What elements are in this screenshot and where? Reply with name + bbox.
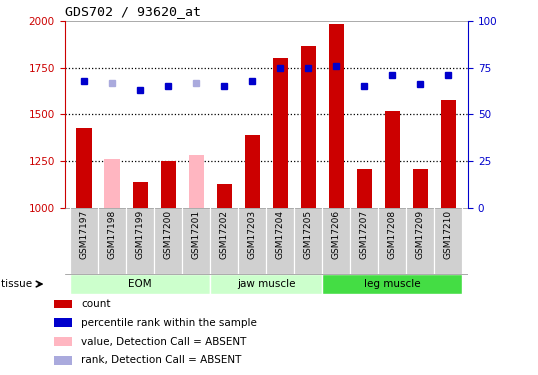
Text: GSM17197: GSM17197 bbox=[80, 210, 89, 260]
Bar bbox=[266, 208, 294, 274]
Text: GSM17202: GSM17202 bbox=[220, 210, 229, 259]
Bar bbox=[54, 356, 72, 364]
Text: jaw muscle: jaw muscle bbox=[237, 279, 295, 289]
Bar bbox=[182, 208, 210, 274]
Bar bbox=[98, 208, 126, 274]
Bar bbox=[238, 208, 266, 274]
Text: GSM17201: GSM17201 bbox=[192, 210, 201, 259]
Bar bbox=[441, 100, 456, 208]
Text: leg muscle: leg muscle bbox=[364, 279, 421, 289]
Bar bbox=[154, 208, 182, 274]
Bar bbox=[217, 184, 232, 208]
Bar bbox=[132, 182, 148, 208]
Bar bbox=[70, 208, 98, 274]
Bar bbox=[350, 208, 378, 274]
Bar bbox=[385, 111, 400, 208]
Text: GSM17206: GSM17206 bbox=[332, 210, 341, 259]
Bar bbox=[406, 208, 435, 274]
Text: GSM17208: GSM17208 bbox=[388, 210, 397, 259]
Text: GSM17204: GSM17204 bbox=[276, 210, 285, 259]
Text: value, Detection Call = ABSENT: value, Detection Call = ABSENT bbox=[81, 336, 246, 346]
Text: rank, Detection Call = ABSENT: rank, Detection Call = ABSENT bbox=[81, 355, 242, 365]
Bar bbox=[76, 128, 92, 208]
Text: GSM17203: GSM17203 bbox=[248, 210, 257, 259]
Text: GSM17200: GSM17200 bbox=[164, 210, 173, 259]
Text: GSM17209: GSM17209 bbox=[416, 210, 425, 259]
Bar bbox=[54, 318, 72, 327]
Bar bbox=[70, 274, 210, 294]
Bar bbox=[329, 24, 344, 208]
Text: GDS702 / 93620_at: GDS702 / 93620_at bbox=[65, 5, 201, 18]
Bar bbox=[357, 169, 372, 208]
Text: GSM17199: GSM17199 bbox=[136, 210, 145, 260]
Bar bbox=[160, 161, 176, 208]
Bar bbox=[435, 208, 463, 274]
Bar bbox=[322, 208, 350, 274]
Bar bbox=[245, 135, 260, 208]
Bar bbox=[378, 208, 406, 274]
Bar bbox=[188, 154, 204, 208]
Bar bbox=[294, 208, 322, 274]
Bar bbox=[126, 208, 154, 274]
Bar bbox=[301, 46, 316, 208]
Text: percentile rank within the sample: percentile rank within the sample bbox=[81, 318, 257, 328]
Bar bbox=[104, 159, 120, 208]
Bar bbox=[54, 337, 72, 346]
Text: GSM17207: GSM17207 bbox=[360, 210, 369, 259]
Text: count: count bbox=[81, 299, 111, 309]
Text: tissue: tissue bbox=[1, 279, 36, 289]
Bar bbox=[210, 274, 322, 294]
Bar bbox=[322, 274, 463, 294]
Bar bbox=[413, 169, 428, 208]
Text: GSM17205: GSM17205 bbox=[304, 210, 313, 259]
Bar bbox=[54, 300, 72, 309]
Bar bbox=[273, 58, 288, 208]
Bar bbox=[210, 208, 238, 274]
Text: GSM17198: GSM17198 bbox=[108, 210, 117, 260]
Text: EOM: EOM bbox=[129, 279, 152, 289]
Text: GSM17210: GSM17210 bbox=[444, 210, 453, 259]
